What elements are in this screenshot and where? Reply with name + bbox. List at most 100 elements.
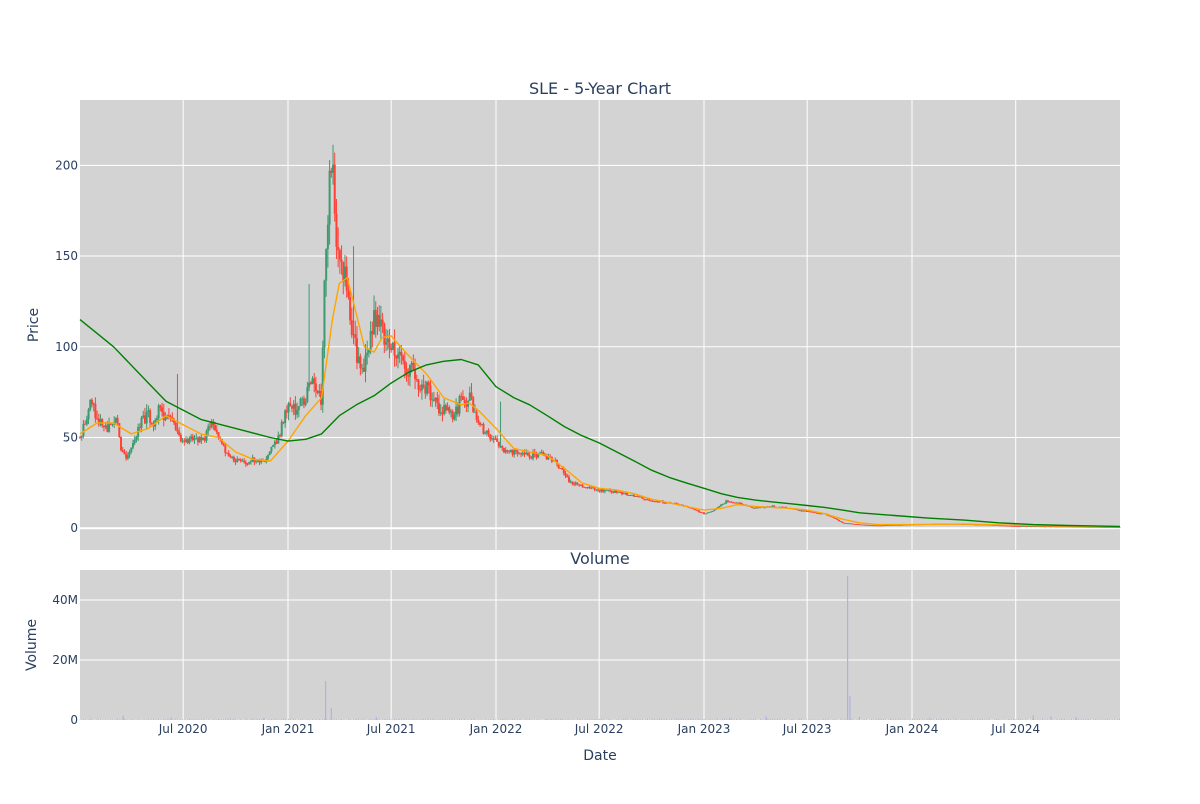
candle-body	[820, 513, 823, 515]
date-x-tick-label: Jul 2021	[366, 722, 416, 736]
candle-body	[82, 423, 85, 437]
candle-body	[379, 319, 382, 327]
candle-body	[456, 406, 459, 414]
candle-body	[692, 508, 695, 510]
candle-body	[455, 406, 458, 415]
candle-body	[453, 414, 456, 420]
candle-body	[819, 513, 822, 515]
candle-body	[863, 524, 866, 526]
candle-body	[195, 437, 198, 439]
candle-body	[1067, 526, 1070, 528]
candle-body	[458, 396, 461, 414]
candle-body	[184, 439, 187, 442]
candle-body	[880, 525, 883, 527]
candle-body	[398, 351, 401, 355]
candle-body	[554, 460, 557, 461]
candle-body	[130, 447, 133, 452]
candle-body	[92, 403, 95, 405]
moving-average-lines	[79, 277, 1121, 528]
candle-body	[489, 434, 492, 440]
candle-body	[1019, 526, 1022, 527]
candle-body	[357, 356, 360, 363]
candle-body	[875, 525, 878, 527]
candle-body	[354, 334, 357, 339]
candle-body	[99, 418, 102, 425]
price-y-tick-label: 200	[55, 158, 78, 172]
candle-body	[1056, 526, 1059, 528]
candle-body	[627, 495, 630, 496]
candle-body	[263, 461, 266, 463]
candle-body	[773, 505, 776, 508]
candle-body	[651, 500, 654, 502]
candle-body	[1048, 526, 1051, 528]
candle-body	[709, 511, 712, 513]
candle-body	[87, 409, 90, 420]
candle-body	[1094, 526, 1097, 528]
candle-body	[1115, 527, 1118, 529]
candle-body	[173, 419, 176, 423]
candle-body	[873, 525, 876, 527]
candle-body	[755, 507, 758, 509]
candle-body	[631, 494, 634, 496]
candle-body	[388, 338, 391, 348]
candle-body	[155, 418, 158, 420]
candle-body	[255, 461, 258, 463]
candle-body	[485, 430, 488, 433]
candle-body	[581, 485, 584, 487]
candle-body	[1022, 526, 1025, 527]
candle-body	[1084, 526, 1087, 528]
candle-body	[711, 511, 714, 512]
candle-body	[333, 164, 336, 214]
candle-body	[106, 425, 109, 432]
candle-body	[836, 518, 839, 520]
candle-body	[885, 525, 888, 526]
candle-body	[643, 498, 646, 500]
candle-body	[1007, 525, 1010, 527]
candle-body	[1039, 526, 1042, 528]
candle-body	[381, 319, 384, 324]
candle-body	[328, 170, 331, 225]
candle-body	[140, 417, 143, 428]
candle-body	[111, 424, 114, 425]
candle-body	[646, 499, 649, 501]
candle-body	[829, 515, 832, 517]
candle-body	[385, 342, 388, 345]
volume-y-axis-title: Volume	[24, 619, 40, 671]
candle-body	[289, 403, 292, 407]
candle-body	[797, 509, 800, 511]
candle-body	[725, 500, 728, 504]
candle-body	[740, 503, 743, 505]
candle-body	[602, 489, 605, 492]
date-x-tick-label: Jan 2024	[885, 722, 939, 736]
volume-chart-title: Volume	[570, 549, 630, 568]
candle-body	[525, 452, 528, 455]
candle-body	[162, 411, 165, 421]
candle-body	[1068, 526, 1071, 528]
candle-body	[248, 461, 251, 465]
candle-body	[161, 407, 164, 412]
candle-body	[169, 416, 172, 418]
candle-body	[998, 525, 1001, 527]
candle-body	[1096, 526, 1099, 528]
candle-body	[718, 506, 721, 508]
candle-body	[1109, 527, 1112, 528]
candle-body	[615, 490, 618, 493]
candle-body	[475, 411, 478, 420]
price-chart-title: SLE - 5-Year Chart	[529, 79, 671, 98]
candle-body	[79, 437, 81, 439]
candle-body	[376, 314, 379, 327]
candle-body	[273, 441, 276, 445]
candle-body	[658, 501, 661, 503]
candle-body	[479, 422, 482, 425]
candle-body	[848, 523, 851, 525]
candle-body	[366, 352, 369, 356]
candle-body	[145, 412, 148, 424]
candle-body	[735, 502, 738, 504]
candle-body	[355, 338, 358, 363]
candle-body	[856, 524, 859, 526]
candle-body	[386, 338, 389, 343]
candle-body	[470, 392, 473, 398]
candle-body	[1103, 527, 1106, 528]
candle-body	[521, 452, 524, 455]
